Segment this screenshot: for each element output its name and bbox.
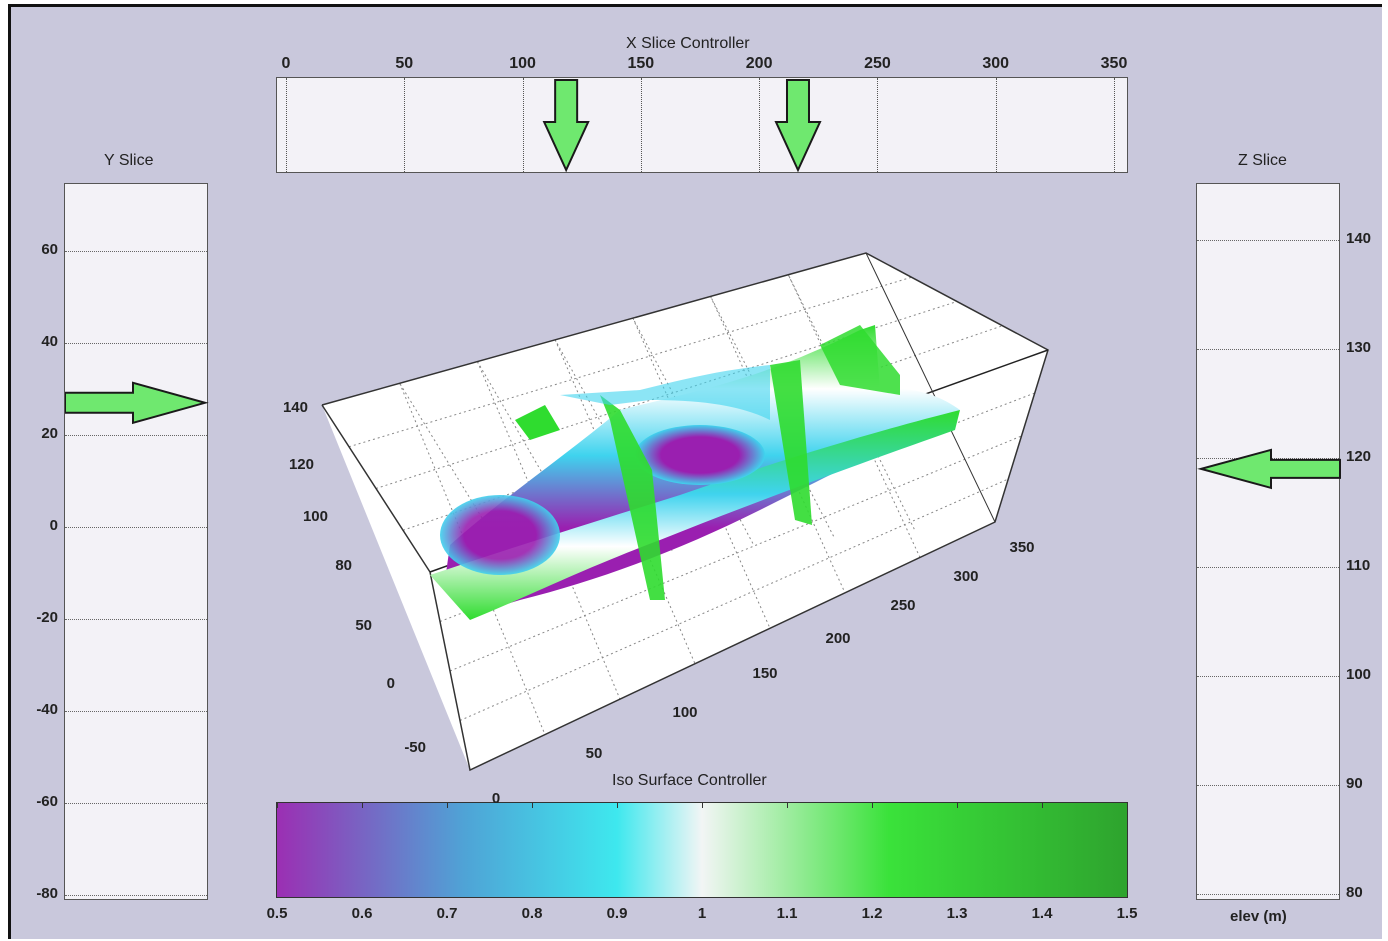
iso-tick-mark [1127, 802, 1128, 808]
x-grid-line [404, 78, 406, 172]
x-tick-label: 100 [509, 55, 536, 72]
y-grid-line [65, 895, 207, 896]
iso-tick-mark [957, 802, 958, 808]
iso-tick-label: 0.6 [351, 905, 373, 922]
x-grid-line [759, 78, 761, 172]
z-slice-marker-arrow[interactable] [1197, 448, 1341, 490]
iso-tick-mark [277, 802, 278, 808]
y-grid-line [65, 527, 207, 528]
x-grid-line [1114, 78, 1115, 172]
iso-surface-controller-title: Iso Surface Controller [612, 772, 767, 789]
iso-tick-mark [362, 802, 363, 808]
z-axis-label: elev (m) [1230, 908, 1287, 925]
z-grid-line [1197, 240, 1339, 241]
iso-tick-label: 1 [697, 905, 707, 922]
x-slice-marker-arrow[interactable] [542, 79, 590, 173]
z-tick-label: 140 [1346, 230, 1372, 247]
iso-tick-label: 1.5 [1116, 905, 1138, 922]
iso-tick-label: 1.4 [1031, 905, 1053, 922]
y-tick-label: -80 [36, 885, 58, 902]
z-tick-label: 120 [1346, 448, 1372, 465]
z-tick-label: 130 [1346, 339, 1372, 356]
iso-tick-mark [872, 802, 873, 808]
iso-tick-label: 0.9 [606, 905, 628, 922]
y-grid-line [65, 711, 207, 712]
y-slice-title: Y Slice [104, 152, 154, 169]
iso-surface-colorbar[interactable] [276, 802, 1128, 898]
iso-tick-label: 0.7 [436, 905, 458, 922]
z-tick-label: 110 [1346, 557, 1371, 574]
x-slice-controller-title: X Slice Controller [626, 35, 750, 52]
x-tick-label: 300 [982, 55, 1010, 72]
z-tick-label: 100 [1346, 666, 1372, 683]
iso-tick-mark [617, 802, 618, 808]
x-tick-label: 0 [281, 55, 291, 72]
z-slice-controller-track[interactable] [1196, 183, 1341, 900]
iso-tick-mark [447, 802, 448, 808]
x-tick-label: 50 [395, 55, 414, 72]
x-slice-marker-arrow[interactable] [774, 79, 822, 173]
iso-tick-mark [1042, 802, 1043, 808]
x-grid-line [640, 78, 642, 172]
z-grid-line [1197, 567, 1339, 568]
iso-tick-label: 1.3 [946, 905, 968, 922]
iso-tick-mark [787, 802, 788, 808]
x-slice-controller-track[interactable] [276, 77, 1128, 173]
y-tick-label: 60 [41, 241, 58, 258]
iso-tick-mark [702, 802, 703, 808]
x-grid-line [522, 78, 524, 172]
x-tick-label: 350 [1100, 55, 1128, 72]
z-grid-line [1197, 785, 1339, 786]
y-grid-line [65, 251, 207, 252]
y-grid-line [65, 343, 207, 344]
y-grid-line [65, 619, 207, 620]
iso-tick-label: 0.5 [266, 905, 288, 922]
y-tick-label: -40 [36, 701, 58, 718]
x-tick-label: 250 [864, 55, 891, 72]
y-slice-marker-arrow[interactable] [65, 381, 209, 425]
z-tick-label: 90 [1346, 775, 1363, 792]
iso-tick-label: 1.1 [776, 905, 798, 922]
z-grid-line [1197, 894, 1339, 895]
x-grid-line [877, 78, 879, 172]
iso-tick-label: 1.2 [861, 905, 883, 922]
x-tick-label: 200 [745, 55, 773, 72]
iso-tick-label: 0.8 [521, 905, 543, 922]
y-tick-label: -20 [36, 609, 58, 626]
z-tick-label: 80 [1346, 884, 1363, 901]
z-grid-line [1197, 676, 1339, 677]
y-tick-label: 0 [49, 517, 58, 534]
x-grid-line [995, 78, 997, 172]
y-grid-line [65, 435, 207, 436]
y-grid-line [65, 803, 207, 804]
x-grid-line [286, 78, 287, 172]
y-tick-label: 20 [41, 425, 58, 442]
y-tick-label: -60 [36, 793, 58, 810]
z-slice-title: Z Slice [1238, 152, 1287, 169]
y-slice-controller-track[interactable] [64, 183, 209, 900]
y-tick-label: 40 [41, 333, 58, 350]
x-tick-label: 150 [627, 55, 655, 72]
z-grid-line [1197, 349, 1339, 350]
iso-tick-mark [532, 802, 533, 808]
